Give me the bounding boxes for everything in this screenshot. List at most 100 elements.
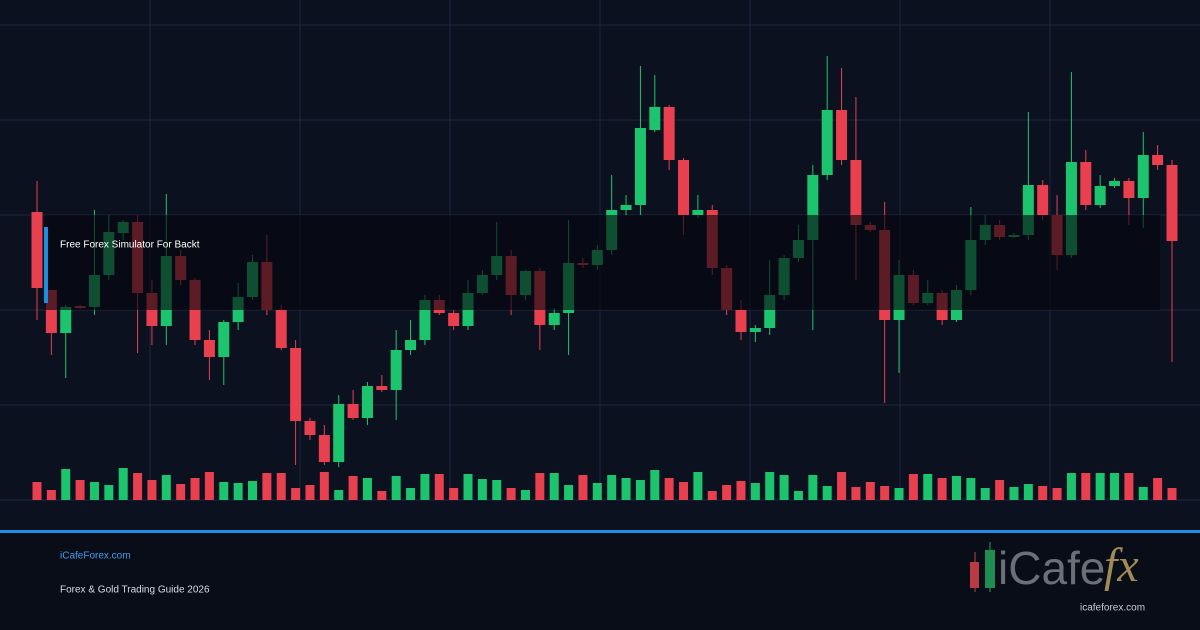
volume-bar: [1095, 473, 1105, 500]
candle-body: [203, 340, 215, 357]
title-overlay: [45, 215, 1160, 310]
candle-body: [419, 300, 431, 340]
volume-bar: [133, 473, 143, 500]
candle-body: [45, 290, 57, 333]
volume-bar: [1023, 484, 1033, 500]
volume-bar: [276, 473, 286, 500]
volume-bar: [607, 475, 617, 500]
candle-body: [448, 313, 460, 326]
volume-bar: [822, 486, 832, 500]
volume-bar: [406, 488, 416, 500]
volume-bar: [434, 474, 444, 500]
volume-bar: [319, 472, 329, 500]
volume-bar: [233, 483, 243, 500]
volume-bar: [693, 472, 703, 500]
volume-bar: [291, 488, 301, 500]
volume-bar: [118, 468, 128, 500]
volume-bar: [793, 491, 803, 500]
volume-bar: [334, 490, 344, 500]
volume-bar: [578, 475, 588, 500]
volume-bar: [592, 483, 602, 500]
subtitle: Forex & Gold Trading Guide 2026: [60, 585, 210, 596]
volume-bar: [908, 474, 918, 500]
volume-bar: [1052, 488, 1062, 500]
volume-bar: [722, 485, 732, 500]
candle-body: [634, 128, 646, 205]
volume-bar: [650, 470, 660, 500]
candle-body: [807, 175, 819, 240]
volume-bar: [1009, 487, 1019, 500]
candle-body: [361, 386, 373, 418]
candle-body: [836, 110, 848, 160]
volume-bar: [377, 491, 387, 500]
title: Free Forex Simulator For Backt: [60, 240, 200, 251]
volume-bar: [305, 485, 315, 500]
candle-body: [649, 107, 661, 130]
volume-bar: [923, 474, 933, 500]
logo-candle: [985, 550, 995, 588]
footer: [0, 533, 1200, 630]
candle-body: [620, 205, 632, 210]
volume-bar: [61, 469, 71, 500]
volume-bar: [190, 478, 200, 500]
volume-bar: [851, 487, 861, 500]
volume-bar: [1153, 478, 1163, 500]
candle-body: [1022, 185, 1034, 235]
volume-bar: [506, 488, 516, 500]
volume-bar: [420, 474, 430, 500]
candle-body: [290, 348, 302, 421]
candle-body: [1123, 181, 1135, 198]
volume-bar: [635, 480, 645, 500]
volume-bar: [204, 472, 214, 500]
volume-bar: [837, 472, 847, 500]
volume-bar: [1081, 473, 1091, 500]
volume-bar: [477, 479, 487, 500]
volume-bar: [564, 485, 574, 500]
volume-bar: [463, 474, 473, 500]
logo-text: iCafe: [998, 542, 1105, 594]
volume-bar: [679, 482, 689, 500]
candle-body: [735, 310, 747, 332]
candle-body: [850, 160, 862, 225]
volume-bar: [707, 491, 717, 500]
volume-bar: [1110, 473, 1120, 500]
volume-bar: [736, 481, 746, 500]
volume-bar: [865, 482, 875, 500]
accent-bar: [44, 227, 48, 303]
volume-bar: [980, 488, 990, 500]
volume-bar: [176, 484, 186, 500]
volume-bar: [750, 483, 760, 500]
site-link[interactable]: iCafeForex.com: [60, 551, 131, 562]
candle-body: [678, 160, 690, 215]
candle-body: [31, 212, 43, 288]
candle-body: [1137, 155, 1149, 198]
volume-bar: [1138, 487, 1148, 500]
volume-bar: [104, 485, 114, 500]
candle-body: [692, 210, 704, 215]
candle-body: [304, 421, 316, 435]
volume-bar: [621, 478, 631, 500]
candle-body: [333, 404, 345, 462]
logo-url: icafeforex.com: [1080, 603, 1145, 614]
candle-body: [663, 107, 675, 160]
volume-bar: [520, 490, 530, 500]
volume-bar: [391, 476, 401, 500]
candle-body: [1094, 186, 1106, 205]
volume-bar: [966, 478, 976, 500]
volume-bar: [46, 490, 56, 500]
volume-bar: [348, 476, 358, 500]
candle-body: [1037, 185, 1049, 215]
candle-body: [347, 404, 359, 418]
volume-bar: [147, 480, 157, 500]
volume-bar: [262, 473, 272, 500]
candle-body: [275, 310, 287, 348]
candle-body: [1166, 165, 1178, 241]
candle-body: [749, 328, 761, 332]
volume-bar: [1124, 473, 1134, 500]
logo-candle: [970, 562, 979, 588]
volume-bar: [808, 475, 818, 500]
volume-bar: [937, 478, 947, 500]
volume-bar: [248, 481, 258, 500]
candle-body: [1065, 162, 1077, 255]
